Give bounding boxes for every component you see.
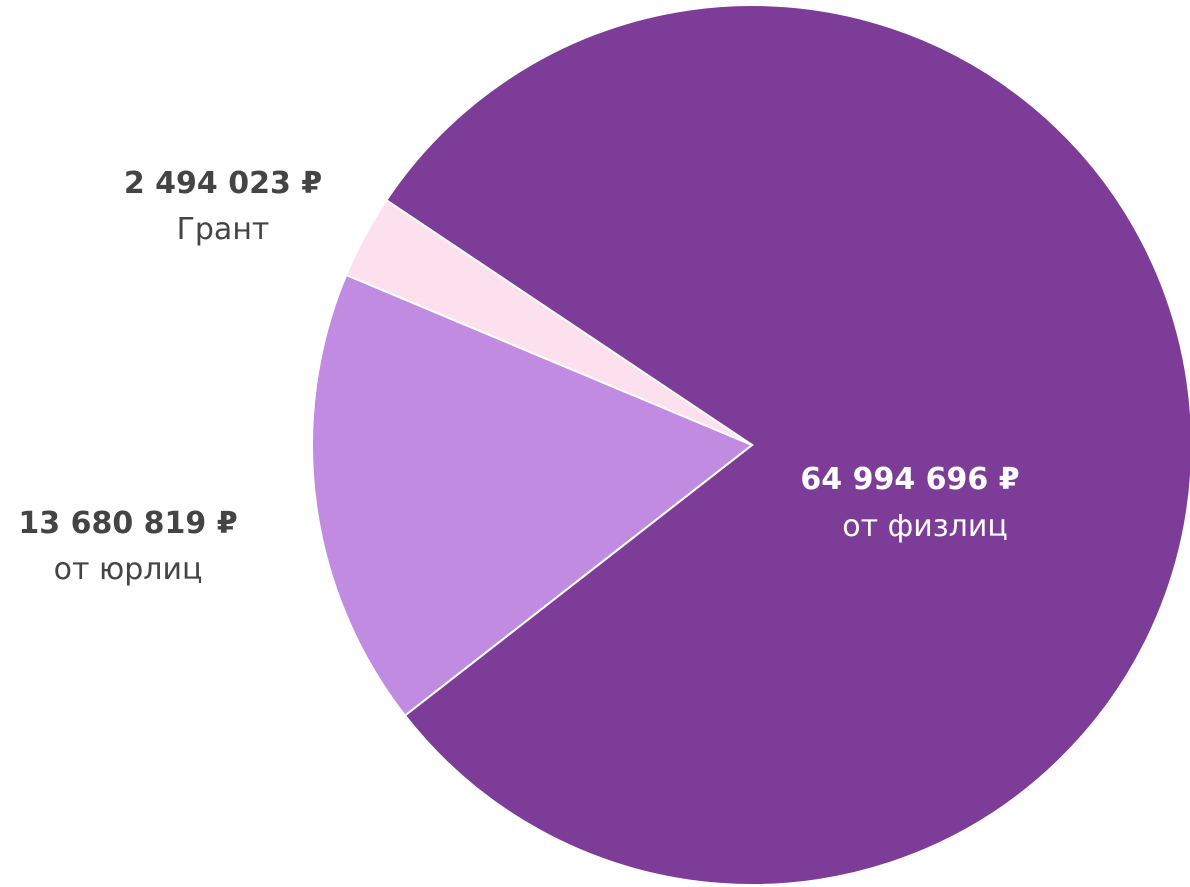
slice-name-label-grant: Грант [177, 212, 270, 247]
slice-value-label-grant: 2 494 023 ₽ [124, 166, 322, 201]
pie-labels: 64 994 696 ₽ от физлиц 13 680 819 ₽ от ю… [18, 166, 1019, 587]
slice-individuals [384, 4, 1190, 886]
slice-grant [344, 198, 753, 446]
slice-name-label-legal-entities: от юрлиц [54, 552, 203, 587]
slice-value-label-individuals: 64 994 696 ₽ [800, 462, 1019, 497]
slice-legal-entities [311, 273, 754, 717]
slice-value-label-legal-entities: 13 680 819 ₽ [18, 506, 237, 541]
slice-name-label-individuals: от физлиц [842, 509, 1008, 544]
pie-slices [311, 4, 1190, 886]
